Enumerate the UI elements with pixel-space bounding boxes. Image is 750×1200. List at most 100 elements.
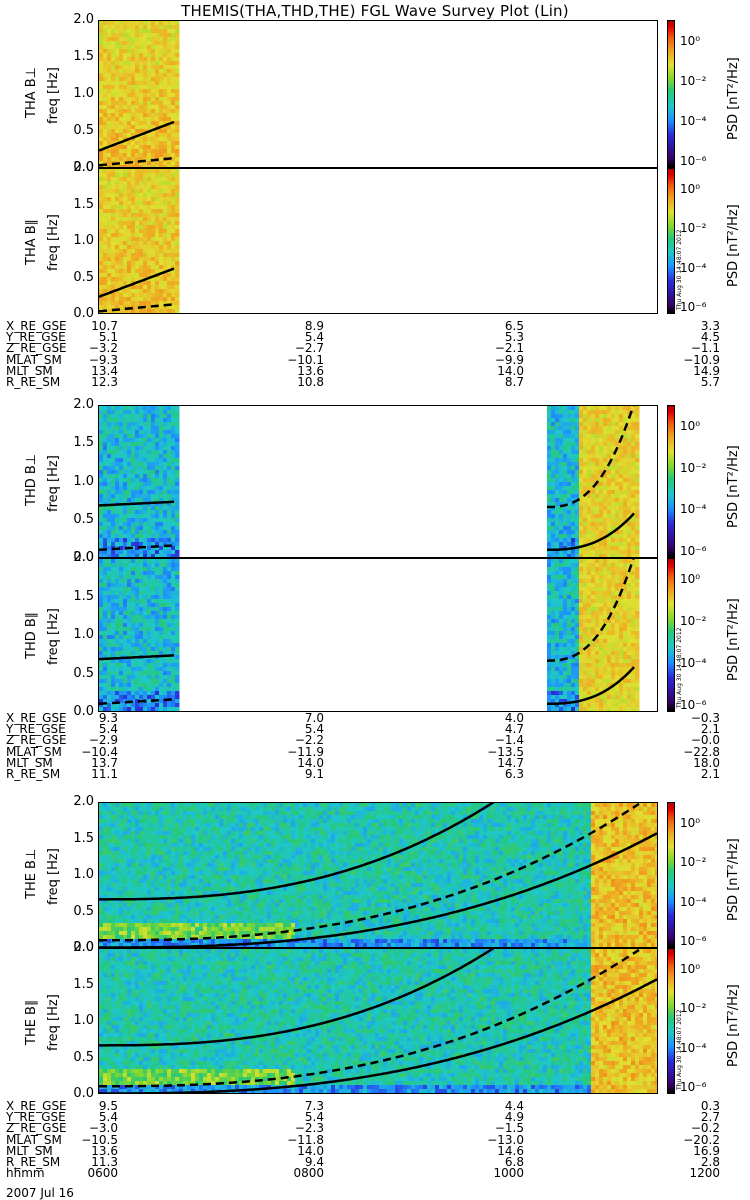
heatmap-cell bbox=[615, 655, 620, 660]
heatmap-cell bbox=[559, 627, 564, 632]
heatmap-cell bbox=[159, 217, 164, 222]
heatmap-cell bbox=[611, 627, 616, 632]
heatmap-cell bbox=[163, 410, 168, 415]
heatmap-cell bbox=[615, 631, 620, 636]
heatmap-cell bbox=[575, 518, 580, 523]
heatmap-cell bbox=[611, 707, 616, 711]
heatmap-cell bbox=[627, 667, 632, 672]
heatmap-cell bbox=[107, 683, 112, 688]
heatmap-cell bbox=[575, 542, 580, 547]
heatmap-cell bbox=[139, 691, 144, 696]
heatmap-cell bbox=[163, 442, 168, 447]
heatmap-cell bbox=[599, 406, 604, 411]
heatmap-cell bbox=[119, 643, 124, 648]
heatmap-cell bbox=[107, 418, 112, 423]
heatmap-cell bbox=[559, 699, 564, 704]
heatmap-cell bbox=[127, 313, 132, 314]
heatmap-cell bbox=[167, 599, 172, 604]
heatmap-cell bbox=[599, 643, 604, 648]
heatmap-cell bbox=[163, 659, 168, 664]
heatmap-cell bbox=[571, 643, 576, 648]
heatmap-cell bbox=[115, 129, 120, 134]
heatmap-cell bbox=[551, 643, 556, 648]
heatmap-cell bbox=[635, 510, 640, 515]
heatmap-cell bbox=[591, 627, 596, 632]
heatmap-cell bbox=[547, 546, 552, 551]
heatmap-cell bbox=[619, 530, 624, 535]
heatmap-cell bbox=[99, 703, 104, 708]
heatmap-cell bbox=[595, 691, 600, 696]
heatmap-cell bbox=[135, 41, 140, 46]
heatmap-cell bbox=[567, 639, 572, 644]
heatmap-cell bbox=[635, 526, 640, 531]
heatmap-cell bbox=[599, 559, 604, 564]
heatmap-cell bbox=[107, 554, 112, 557]
heatmap-cell bbox=[627, 530, 632, 535]
heatmap-cell bbox=[603, 454, 608, 459]
heatmap-cell bbox=[155, 466, 160, 471]
heatmap-cell bbox=[115, 571, 120, 576]
heatmap-cell bbox=[143, 458, 148, 463]
heatmap-cell bbox=[127, 414, 132, 419]
heatmap-cell bbox=[167, 169, 172, 174]
heatmap-cell bbox=[611, 550, 616, 555]
heatmap-cell bbox=[583, 699, 588, 704]
heatmap-cell bbox=[103, 530, 108, 535]
heatmap-cell bbox=[175, 454, 180, 459]
heatmap-cell bbox=[127, 193, 132, 198]
heatmap-cell bbox=[147, 241, 152, 246]
heatmap-cell bbox=[583, 466, 588, 471]
heatmap-cell bbox=[123, 538, 128, 543]
heatmap-cell bbox=[131, 498, 136, 503]
heatmap-cell bbox=[103, 518, 108, 523]
heatmap-cell bbox=[107, 161, 112, 166]
heatmap-cell bbox=[115, 506, 120, 511]
heatmap-cell bbox=[631, 458, 636, 463]
heatmap-cell bbox=[147, 450, 152, 455]
heatmap-cell bbox=[127, 595, 132, 600]
heatmap-cell bbox=[99, 530, 104, 535]
heatmap-cell bbox=[147, 422, 152, 427]
heatmap-cell bbox=[151, 241, 156, 246]
heatmap-cell bbox=[611, 667, 616, 672]
heatmap-cell bbox=[99, 615, 104, 620]
heatmap-cell bbox=[143, 663, 148, 668]
heatmap-cell bbox=[99, 534, 104, 539]
heatmap-cell bbox=[103, 133, 108, 138]
heatmap-cell bbox=[619, 687, 624, 692]
heatmap-cell bbox=[111, 265, 116, 270]
heatmap-cell bbox=[167, 687, 172, 692]
heatmap-cell bbox=[623, 631, 628, 636]
heatmap-cell bbox=[167, 462, 172, 467]
heatmap-cell bbox=[611, 679, 616, 684]
colorbar-tick-label: 10⁻⁴ bbox=[680, 114, 707, 128]
heatmap-cell bbox=[635, 478, 640, 483]
heatmap-cell bbox=[167, 563, 172, 568]
heatmap-cell bbox=[627, 534, 632, 539]
heatmap-cell bbox=[147, 169, 152, 174]
heatmap-cell bbox=[111, 129, 116, 134]
heatmap-cell bbox=[619, 454, 624, 459]
heatmap-cell bbox=[127, 667, 132, 672]
y-axis-label: freq [Hz] bbox=[46, 67, 61, 124]
heatmap-cell bbox=[571, 518, 576, 523]
heatmap-cell bbox=[139, 137, 144, 142]
heatmap-cell bbox=[623, 635, 628, 640]
heatmap-cell bbox=[107, 209, 112, 214]
heatmap-cell bbox=[619, 538, 624, 543]
heatmap-cell bbox=[575, 627, 580, 632]
heatmap-cell bbox=[131, 462, 136, 467]
heatmap-cell bbox=[623, 526, 628, 531]
heatmap-cell bbox=[103, 157, 108, 162]
heatmap-cell bbox=[155, 249, 160, 254]
heatmap-cell bbox=[135, 603, 140, 608]
heatmap-cell bbox=[599, 458, 604, 463]
heatmap-cell bbox=[115, 703, 120, 708]
heatmap-cell bbox=[607, 559, 612, 564]
heatmap-cell bbox=[131, 277, 136, 282]
heatmap-cell bbox=[147, 101, 152, 106]
heatmap-cell bbox=[135, 45, 140, 50]
heatmap-cell bbox=[163, 579, 168, 584]
heatmap-cell bbox=[575, 502, 580, 507]
heatmap-cell bbox=[143, 611, 148, 616]
